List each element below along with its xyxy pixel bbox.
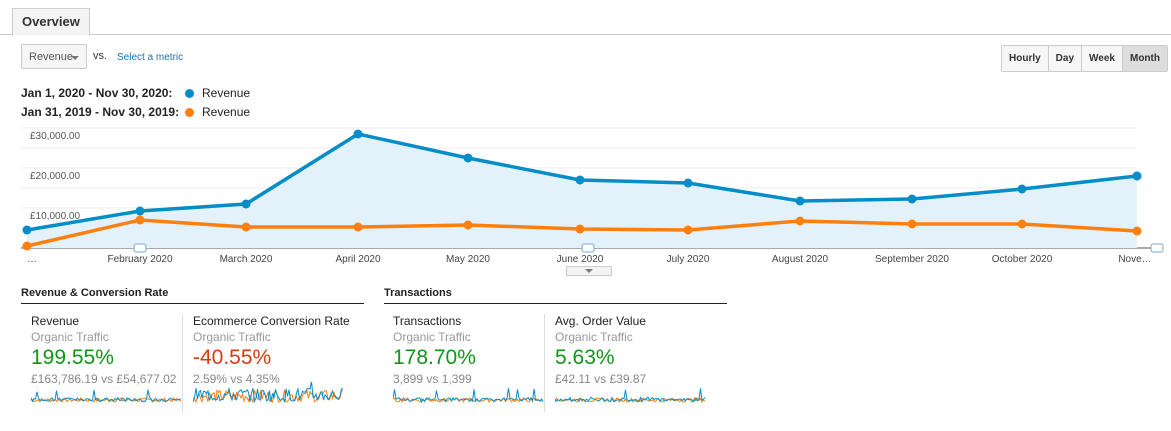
data-point[interactable] [353,222,363,232]
metric-select[interactable]: Revenue [21,44,87,69]
scorecard-comparison: 3,899 vs 1,399 [393,372,472,386]
x-tick-label: February 2020 [107,254,172,265]
scorecard[interactable]: Avg. Order Value Organic Traffic 5.63% £… [544,314,715,412]
scorecard-segment: Organic Traffic [31,330,109,344]
data-point[interactable] [575,224,585,234]
data-point[interactable] [241,199,251,209]
series-dot-icon [185,89,194,98]
data-point[interactable] [241,222,251,232]
data-point[interactable] [907,219,917,229]
month-button[interactable]: Month [1122,46,1167,71]
data-point[interactable] [22,225,32,235]
series-label: Revenue [202,105,251,119]
scorecard-change: -40.55% [193,346,272,369]
data-point[interactable] [135,215,145,225]
date-range: Jan 31, 2019 - Nov 30, 2019: [21,105,180,119]
x-tick-label: Nove… [1118,254,1151,265]
day-button[interactable]: Day [1048,46,1083,71]
series-dot-icon [185,108,194,117]
data-point[interactable] [1017,184,1027,194]
x-tick-label: October 2020 [992,254,1053,265]
scorecard-comparison: 2.59% vs 4.35% [193,372,280,386]
scorecard-segment: Organic Traffic [193,330,271,344]
data-point[interactable] [683,178,693,188]
week-button[interactable]: Week [1082,46,1123,71]
data-point[interactable] [135,206,145,216]
legend-current: Jan 1, 2020 - Nov 30, 2020: Revenue [21,86,250,100]
annotation-icon[interactable] [133,243,147,253]
scorecard-comparison: £163,786.19 vs £54,677.02 [31,372,177,386]
x-tick-label: September 2020 [875,254,949,265]
select-metric-link[interactable]: Select a metric [117,52,184,63]
sparkline-series [31,396,182,403]
metric-select-value: Revenue [29,51,74,63]
scorecard[interactable]: Revenue Organic Traffic 199.55% £163,786… [31,314,191,412]
y-tick-label: £30,000.00 [30,131,80,142]
sparkline-series [555,388,706,403]
scorecard-title: Revenue [31,314,80,328]
x-tick-label: August 2020 [772,254,829,265]
data-point[interactable] [907,194,917,204]
scorecard-segment: Organic Traffic [555,330,633,344]
sparkline [193,382,344,404]
scorecard[interactable]: Ecommerce Conversion Rate Organic Traffi… [182,314,353,412]
data-point[interactable] [1132,171,1142,181]
sparkline-series [555,396,706,404]
x-tick-label: April 2020 [335,254,380,265]
sparkline [555,388,706,404]
revenue-chart: £10,000.00 £20,000.00 £30,000.00 … February … [21,127,1164,265]
y-tick-label: £10,000.00 [30,211,80,222]
scorecard-title: Ecommerce Conversion Rate [193,314,350,328]
annotation-icon[interactable] [1150,243,1164,253]
data-point[interactable] [22,241,32,251]
date-range: Jan 1, 2020 - Nov 30, 2020: [21,86,173,100]
annotation-icon[interactable] [581,243,595,253]
data-point[interactable] [683,225,693,235]
x-tick-label: June 2020 [557,254,604,265]
sparkline [393,388,544,403]
sparkline-series [31,389,182,403]
x-tick-label: … [27,254,37,265]
data-point[interactable] [795,216,805,226]
section-revenue-conversion: Revenue & Conversion Rate [21,287,364,304]
scorecard[interactable]: Transactions Organic Traffic 178.70% 3,8… [393,314,553,412]
x-tick-label: March 2020 [220,254,273,265]
scorecard-title: Avg. Order Value [555,314,646,328]
legend-previous: Jan 31, 2019 - Nov 30, 2019: Revenue [21,105,250,119]
tab-bar: Overview [0,0,1171,36]
x-tick-label: July 2020 [667,254,710,265]
data-point[interactable] [1132,226,1142,236]
scorecard-change: 199.55% [31,346,114,369]
scorecard-change: 178.70% [393,346,476,369]
data-point[interactable] [1017,219,1027,229]
y-tick-label: £20,000.00 [30,171,80,182]
scorecard-comparison: £42.11 vs £39.87 [555,372,647,386]
sparkline [31,389,182,403]
sparkline-series [193,382,344,403]
data-point[interactable] [463,153,473,163]
section-transactions: Transactions [384,287,727,304]
scorecard-change: 5.63% [555,346,615,369]
chart-collapse-handle[interactable] [566,266,612,276]
vs-label: vs. [93,50,108,62]
data-point[interactable] [575,175,585,185]
series-area [27,134,1137,248]
scorecard-segment: Organic Traffic [393,330,471,344]
data-point[interactable] [463,220,473,230]
x-tick-label: May 2020 [446,254,490,265]
chevron-down-icon [71,56,79,60]
series-label: Revenue [202,86,251,100]
tab-overview[interactable]: Overview [12,8,90,36]
data-point[interactable] [353,129,363,139]
granularity-buttons: Hourly Day Week Month [1001,45,1168,72]
scorecard-title: Transactions [393,314,462,328]
sparkline-series [393,388,544,403]
data-point[interactable] [795,196,805,206]
hourly-button[interactable]: Hourly [1002,46,1049,71]
sparkline-series [193,389,344,404]
